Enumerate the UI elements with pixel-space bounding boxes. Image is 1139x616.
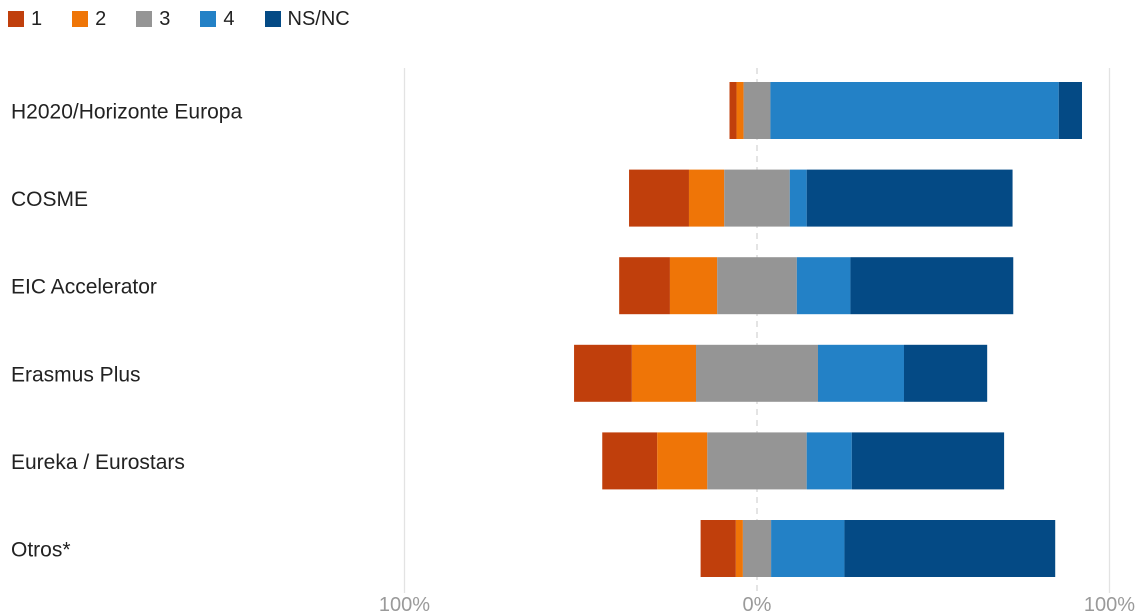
bar-segment-3 [696,344,818,402]
legend-label: 1 [31,7,43,30]
bar-segment-2 [631,344,697,402]
legend: 1 2 3 4 NS/NC [8,6,380,32]
bar-segment-2 [736,82,744,139]
legend-swatch [8,11,24,27]
bar-segment-5 [850,257,1014,315]
category-label: H2020/Horizonte Europa [11,101,242,124]
x-tick-label: 0% [743,594,772,616]
bar-segment-2 [657,432,708,490]
legend-swatch [264,11,281,27]
bar-segment-4 [771,520,845,577]
bar-segment-5 [844,520,1056,577]
bar-segment-4 [789,169,807,227]
bar-segment-1 [602,432,658,490]
bar-segment-2 [735,520,743,577]
bar-segment-5 [851,432,1005,490]
legend-label: 3 [159,7,171,30]
bar-segment-4 [770,82,1059,139]
legend-item: 2 [72,8,106,31]
legend-label: 2 [95,7,107,30]
bar-segment-1 [574,344,632,402]
bar-segment-5 [806,169,1013,227]
bar-segment-4 [817,344,904,402]
bar-segment-5 [903,344,988,402]
legend-label: NS/NC [287,7,350,30]
bar-segment-2 [688,169,725,227]
legend-label: 4 [223,7,235,30]
legend-swatch [136,11,153,27]
bar-segment-3 [724,169,790,227]
bar-segment-3 [743,82,771,139]
bar-segment-1 [619,257,670,315]
category-label: COSME [11,188,88,211]
bar-segment-4 [796,257,851,315]
bar-segment-4 [806,432,852,490]
bar-segment-1 [700,520,736,577]
bar-segment-3 [717,257,797,315]
bar-segment-3 [742,520,772,577]
category-label: Otros* [11,539,71,562]
category-label: EIC Accelerator [11,276,157,299]
legend-swatch [72,11,89,27]
category-label: Eureka / Eurostars [11,451,185,474]
bar-segment-5 [1058,82,1083,139]
bar-segment-2 [669,257,718,315]
x-tick-label: 100% [379,594,430,616]
bar-segment-1 [629,169,689,227]
legend-item: 4 [200,7,235,31]
legend-item: NS/NC [264,7,350,31]
bar-segment-3 [707,432,807,490]
x-tick-label: 100% [1084,594,1135,616]
legend-item: 3 [136,8,170,31]
legend-swatch [200,11,217,27]
category-label: Erasmus Plus [11,363,141,386]
bar-segment-1 [729,82,737,139]
legend-item: 1 [8,8,42,31]
